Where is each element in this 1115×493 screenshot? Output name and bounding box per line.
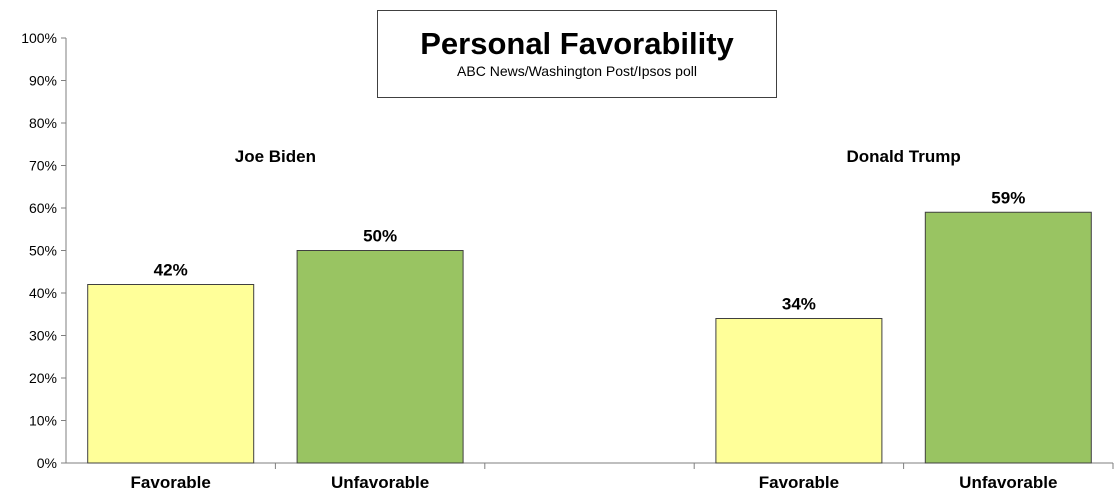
bar (296, 250, 464, 464)
x-tick-label: Favorable (131, 473, 211, 492)
data-label: 50% (363, 227, 397, 246)
y-tick-label: 80% (29, 115, 57, 131)
y-tick-label: 0% (37, 455, 57, 471)
bar (87, 284, 255, 464)
x-tick-label: Favorable (759, 473, 839, 492)
data-label: 34% (782, 295, 816, 314)
y-tick-label: 30% (29, 328, 57, 344)
chart-title-box: Personal Favorability ABC News/Washingto… (377, 10, 777, 98)
y-tick-label: 60% (29, 200, 57, 216)
y-tick-label: 10% (29, 413, 57, 429)
data-label: 59% (991, 188, 1025, 207)
y-tick-label: 70% (29, 158, 57, 174)
axes: 0% 10% 20% 30% 40% 50% 60% 70% 80% 90% 100% (21, 30, 1114, 471)
y-tick-label: 20% (29, 370, 57, 386)
y-tick-label: 50% (29, 243, 57, 259)
bar (715, 318, 883, 464)
bar (924, 211, 1092, 464)
group-label: Donald Trump (846, 147, 960, 166)
data-label: 42% (154, 261, 188, 280)
bars (87, 211, 1092, 464)
chart-subtitle: ABC News/Washington Post/Ipsos poll (457, 63, 697, 79)
chart-title: Personal Favorability (420, 26, 734, 61)
group-label: Joe Biden (235, 147, 316, 166)
x-tick-label: Unfavorable (331, 473, 429, 492)
y-tick-label: 90% (29, 73, 57, 89)
y-tick-label: 40% (29, 285, 57, 301)
y-tick-label: 100% (21, 30, 57, 46)
x-tick-label: Unfavorable (959, 473, 1057, 492)
labels: 42% Favorable 50% Unfavorable Joe Biden 34% Fa… (131, 147, 1058, 492)
